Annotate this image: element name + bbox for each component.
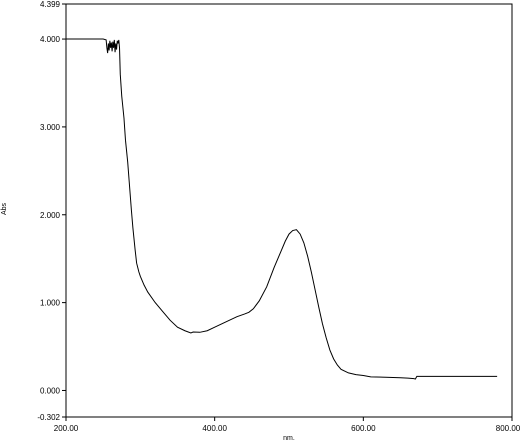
x-tick-label: 400.00 bbox=[202, 424, 227, 433]
y-tick-label: 0.000 bbox=[40, 386, 61, 395]
y-tick-label: -0.302 bbox=[37, 413, 60, 422]
y-tick-label: 2.000 bbox=[40, 211, 61, 220]
x-tick-label: 600.00 bbox=[351, 424, 376, 433]
y-tick-label: 4.000 bbox=[40, 35, 61, 44]
y-tick-label: 4.399 bbox=[40, 0, 61, 9]
x-tick-label: 800.00 bbox=[496, 424, 521, 433]
x-axis-title: nm. bbox=[283, 435, 295, 442]
x-axis: 200.00 400.00 600.00 800.00 bbox=[54, 417, 521, 433]
x-tick-label: 200.00 bbox=[54, 424, 79, 433]
plot-frame bbox=[65, 3, 513, 418]
y-tick-label: 3.000 bbox=[40, 123, 61, 132]
series-line bbox=[66, 38, 498, 380]
y-axis-title: Abs bbox=[1, 202, 8, 215]
y-tick-label: 1.000 bbox=[40, 299, 61, 308]
y-axis: -0.302 0.000 1.000 2.000 3.000 4.000 4.399 bbox=[37, 0, 66, 422]
